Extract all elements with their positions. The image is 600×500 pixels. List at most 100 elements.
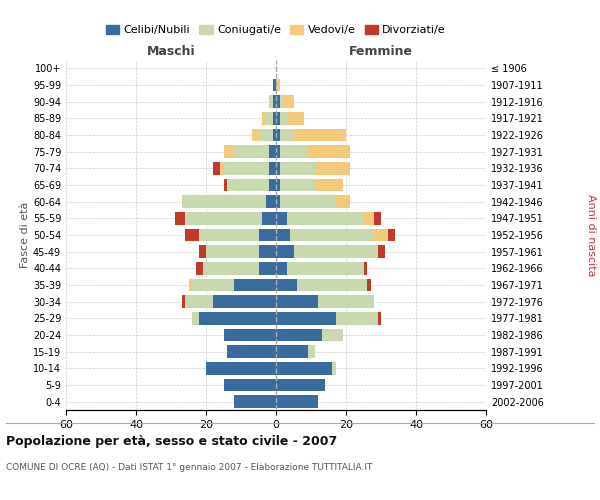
Bar (374, 212, 381, 224)
Bar (377, 246, 385, 258)
Bar (185, 296, 213, 308)
Bar (234, 146, 269, 158)
Text: Maschi: Maschi (146, 44, 196, 58)
Bar (276, 96, 280, 108)
Bar (182, 196, 265, 208)
Bar (203, 262, 259, 274)
Bar (276, 179, 280, 192)
Bar (185, 229, 199, 241)
Bar (367, 279, 371, 291)
Bar (276, 229, 290, 241)
Bar (213, 296, 276, 308)
Bar (272, 112, 276, 124)
Bar (192, 279, 234, 291)
Bar (276, 379, 325, 391)
Bar (290, 229, 374, 241)
Bar (280, 112, 287, 124)
Bar (280, 146, 308, 158)
Bar (223, 146, 234, 158)
Bar (227, 346, 276, 358)
Bar (308, 146, 349, 158)
Bar (276, 212, 287, 224)
Bar (192, 312, 199, 324)
Bar (276, 196, 280, 208)
Bar (287, 262, 364, 274)
Bar (223, 329, 276, 341)
Legend: Celibi/Nubili, Coniugati/e, Vedovi/e, Divorziati/e: Celibi/Nubili, Coniugati/e, Vedovi/e, Di… (101, 20, 451, 40)
Bar (185, 212, 262, 224)
Bar (269, 162, 276, 174)
Bar (272, 79, 276, 92)
Text: Anni di nascita: Anni di nascita (586, 194, 596, 276)
Bar (259, 229, 276, 241)
Bar (276, 312, 335, 324)
Bar (332, 362, 335, 374)
Bar (276, 129, 280, 141)
Bar (308, 346, 314, 358)
Bar (206, 362, 276, 374)
Bar (276, 279, 297, 291)
Bar (251, 129, 259, 141)
Bar (276, 396, 318, 408)
Bar (276, 246, 293, 258)
Bar (280, 196, 335, 208)
Bar (287, 212, 364, 224)
Bar (276, 296, 318, 308)
Bar (188, 279, 192, 291)
Y-axis label: Fasce di età: Fasce di età (20, 202, 30, 268)
Bar (206, 246, 259, 258)
Bar (276, 162, 280, 174)
Bar (234, 396, 276, 408)
Bar (276, 79, 280, 92)
Text: Femmine: Femmine (349, 44, 413, 58)
Bar (259, 129, 272, 141)
Bar (223, 379, 276, 391)
Text: Popolazione per età, sesso e stato civile - 2007: Popolazione per età, sesso e stato civil… (6, 435, 337, 448)
Bar (262, 212, 276, 224)
Bar (272, 96, 276, 108)
Bar (276, 262, 287, 274)
Bar (322, 329, 343, 341)
Bar (276, 146, 280, 158)
Bar (182, 296, 185, 308)
Bar (364, 262, 367, 274)
Bar (223, 162, 269, 174)
Bar (227, 179, 269, 192)
Bar (293, 246, 377, 258)
Bar (297, 279, 367, 291)
Bar (318, 296, 374, 308)
Bar (259, 262, 276, 274)
Bar (265, 196, 276, 208)
Bar (287, 112, 304, 124)
Bar (265, 112, 272, 124)
Bar (262, 112, 265, 124)
Bar (276, 112, 280, 124)
Bar (234, 279, 276, 291)
Bar (335, 312, 377, 324)
Bar (335, 196, 349, 208)
Text: COMUNE DI OCRE (AQ) - Dati ISTAT 1° gennaio 2007 - Elaborazione TUTTITALIA.IT: COMUNE DI OCRE (AQ) - Dati ISTAT 1° genn… (6, 463, 373, 472)
Bar (175, 212, 185, 224)
Bar (276, 362, 332, 374)
Bar (259, 246, 276, 258)
Bar (199, 229, 259, 241)
Bar (220, 162, 223, 174)
Bar (314, 162, 349, 174)
Bar (269, 96, 272, 108)
Bar (199, 246, 206, 258)
Bar (388, 229, 395, 241)
Bar (199, 312, 276, 324)
Bar (374, 229, 388, 241)
Bar (276, 329, 322, 341)
Bar (314, 179, 343, 192)
Bar (364, 212, 374, 224)
Bar (213, 162, 220, 174)
Bar (280, 179, 314, 192)
Bar (223, 179, 227, 192)
Bar (283, 96, 293, 108)
Bar (377, 312, 381, 324)
Bar (272, 129, 276, 141)
Bar (276, 346, 308, 358)
Bar (293, 129, 346, 141)
Bar (280, 129, 293, 141)
